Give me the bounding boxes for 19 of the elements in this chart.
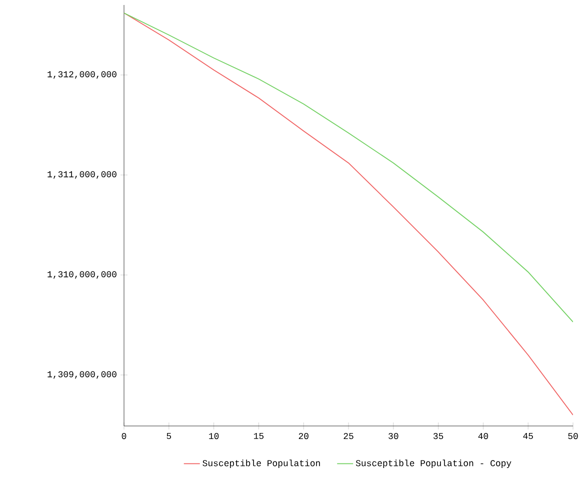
y-tick-label: 1,312,000,000 [48, 71, 116, 79]
x-tick-label: 40 [478, 433, 488, 440]
x-tick-label: 45 [523, 433, 533, 440]
x-tick-label: 10 [209, 433, 219, 440]
x-tick-label: 15 [254, 433, 264, 440]
x-tick-label: 30 [388, 433, 398, 440]
x-tick-label: 0 [122, 433, 126, 440]
line-series [124, 12, 574, 416]
legend-label: Susceptible Population - Copy [356, 460, 512, 468]
x-tick-label: 5 [166, 433, 172, 440]
x-tick-label: 20 [298, 433, 308, 440]
y-tick-label: 1,309,000,000 [48, 371, 116, 379]
x-tick-label: 35 [433, 433, 444, 440]
y-tick-label: 1,310,000,000 [48, 271, 116, 279]
y-tick-label: 1,311,000,000 [48, 171, 116, 179]
x-tick-label: 25 [344, 433, 354, 440]
x-tick-label: 50 [568, 433, 578, 440]
legend-label: Susceptible Population [202, 460, 320, 468]
line-series [124, 12, 574, 322]
